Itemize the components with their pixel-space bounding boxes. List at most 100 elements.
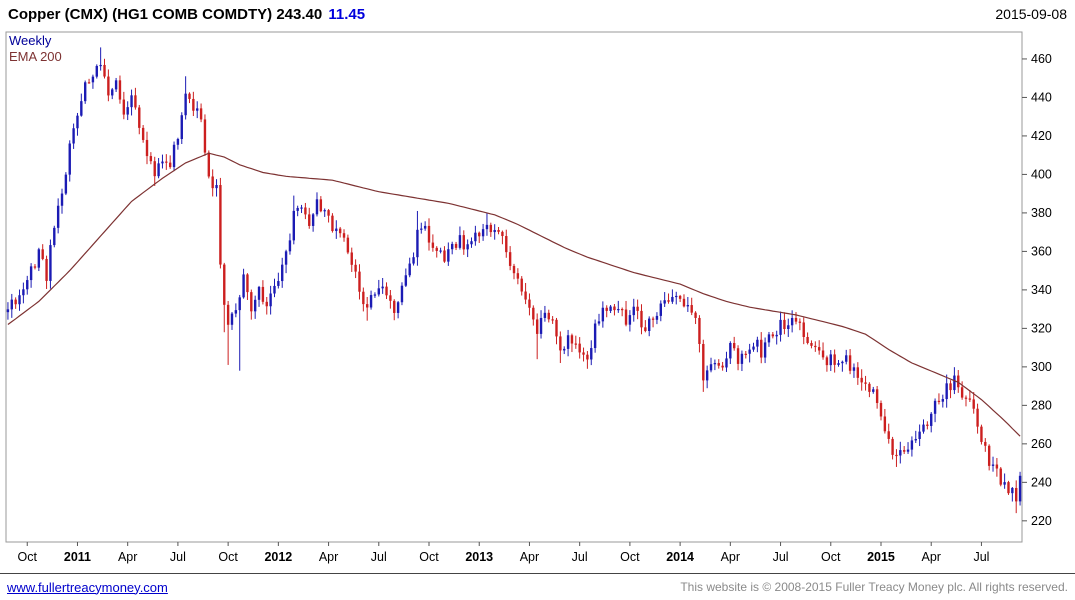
site-link[interactable]: www.fullertreacymoney.com	[7, 579, 168, 595]
candle-body	[396, 302, 400, 313]
candle-body	[902, 450, 906, 452]
candle-body	[512, 265, 516, 274]
candle-body	[10, 299, 13, 310]
candle-body	[593, 323, 597, 349]
chart-header: Copper (CMX) (HG1 COMB COMDTY) 243.40 11…	[0, 0, 1075, 28]
candle-body	[161, 161, 164, 164]
x-axis-label: 2015	[867, 550, 895, 564]
candle-body	[814, 345, 817, 348]
candle-body	[613, 306, 616, 311]
candle-body	[1018, 475, 1022, 502]
candle-body	[327, 210, 330, 216]
candle-body	[350, 252, 353, 265]
candle-body	[563, 348, 566, 351]
candle-body	[837, 363, 840, 365]
x-axis-label: Oct	[18, 550, 38, 564]
candle-body	[331, 215, 334, 232]
candle-body	[423, 225, 427, 229]
candle-body	[663, 300, 666, 304]
candle-body	[628, 315, 632, 325]
candle-body	[184, 93, 187, 116]
candle-body	[284, 251, 288, 265]
candle-body	[698, 317, 701, 344]
candle-body	[636, 306, 639, 311]
candle-body	[53, 227, 56, 246]
candle-body	[323, 210, 326, 212]
candle-body	[999, 468, 1002, 485]
candle-body	[775, 334, 778, 337]
y-axis-label: 420	[1031, 129, 1052, 143]
candle-body	[377, 288, 380, 295]
candle-body	[26, 280, 29, 290]
candle-body	[906, 449, 910, 452]
candle-body	[968, 398, 972, 400]
candle-body	[756, 339, 759, 347]
page-footer: www.fullertreacymoney.com This website i…	[0, 573, 1075, 600]
candle-body	[829, 354, 832, 366]
candle-body	[122, 99, 126, 115]
candle-body	[416, 229, 419, 258]
candle-body	[705, 370, 709, 381]
candle-body	[551, 319, 554, 321]
candle-body	[223, 264, 226, 305]
x-axis-label: 2012	[264, 550, 292, 564]
candle-body	[87, 82, 91, 84]
candle-body	[33, 266, 37, 268]
y-axis-label: 460	[1031, 52, 1052, 66]
candlestick-series	[6, 47, 1022, 514]
candle-body	[408, 263, 411, 276]
x-axis-label: Apr	[319, 550, 338, 564]
x-axis-label: Jul	[773, 550, 789, 564]
candle-body	[501, 231, 504, 237]
candle-body	[980, 426, 983, 442]
candle-body	[215, 185, 218, 189]
candle-body	[45, 258, 48, 281]
x-axis-label: Jul	[572, 550, 588, 564]
candle-body	[400, 285, 404, 303]
candle-body	[362, 291, 365, 305]
candle-body	[953, 375, 956, 391]
copyright-text: This website is © 2008-2015 Fuller Treac…	[680, 580, 1068, 594]
candle-body	[296, 207, 299, 211]
candle-body	[964, 397, 968, 399]
candle-body	[342, 233, 346, 238]
candle-body	[493, 229, 496, 233]
x-axis-label: Apr	[118, 550, 137, 564]
candle-body	[771, 334, 775, 337]
candle-body	[265, 301, 268, 307]
candle-body	[138, 107, 141, 128]
candle-body	[393, 300, 396, 313]
candle-body	[103, 64, 106, 77]
candle-body	[910, 440, 914, 450]
plot-border	[5, 31, 1023, 543]
candle-body	[817, 347, 821, 351]
candle-body	[852, 367, 856, 371]
candle-body	[740, 353, 744, 364]
candle-body	[922, 424, 925, 432]
candle-body	[872, 389, 875, 392]
x-axis-label: Oct	[821, 550, 841, 564]
candle-body	[933, 400, 937, 414]
candle-body	[211, 176, 214, 189]
candle-body	[443, 250, 446, 262]
candle-body	[767, 334, 771, 343]
candle-body	[566, 335, 570, 349]
candle-body	[790, 317, 794, 326]
candle-body	[833, 354, 836, 365]
candle-body	[937, 400, 941, 403]
candle-body	[107, 76, 110, 96]
candle-body	[168, 162, 172, 168]
ema-line	[7, 152, 1021, 437]
candle-body	[570, 335, 574, 344]
candle-body	[1007, 482, 1010, 494]
candle-body	[207, 152, 211, 177]
candle-body	[601, 307, 605, 322]
candle-body	[269, 293, 272, 307]
x-axis-label: 2011	[64, 550, 91, 564]
candle-body	[984, 441, 987, 446]
candle-body	[188, 93, 191, 99]
candle-body	[559, 336, 562, 351]
candle-body	[675, 295, 678, 298]
candle-body	[292, 210, 295, 241]
y-axis-label: 440	[1031, 90, 1052, 104]
